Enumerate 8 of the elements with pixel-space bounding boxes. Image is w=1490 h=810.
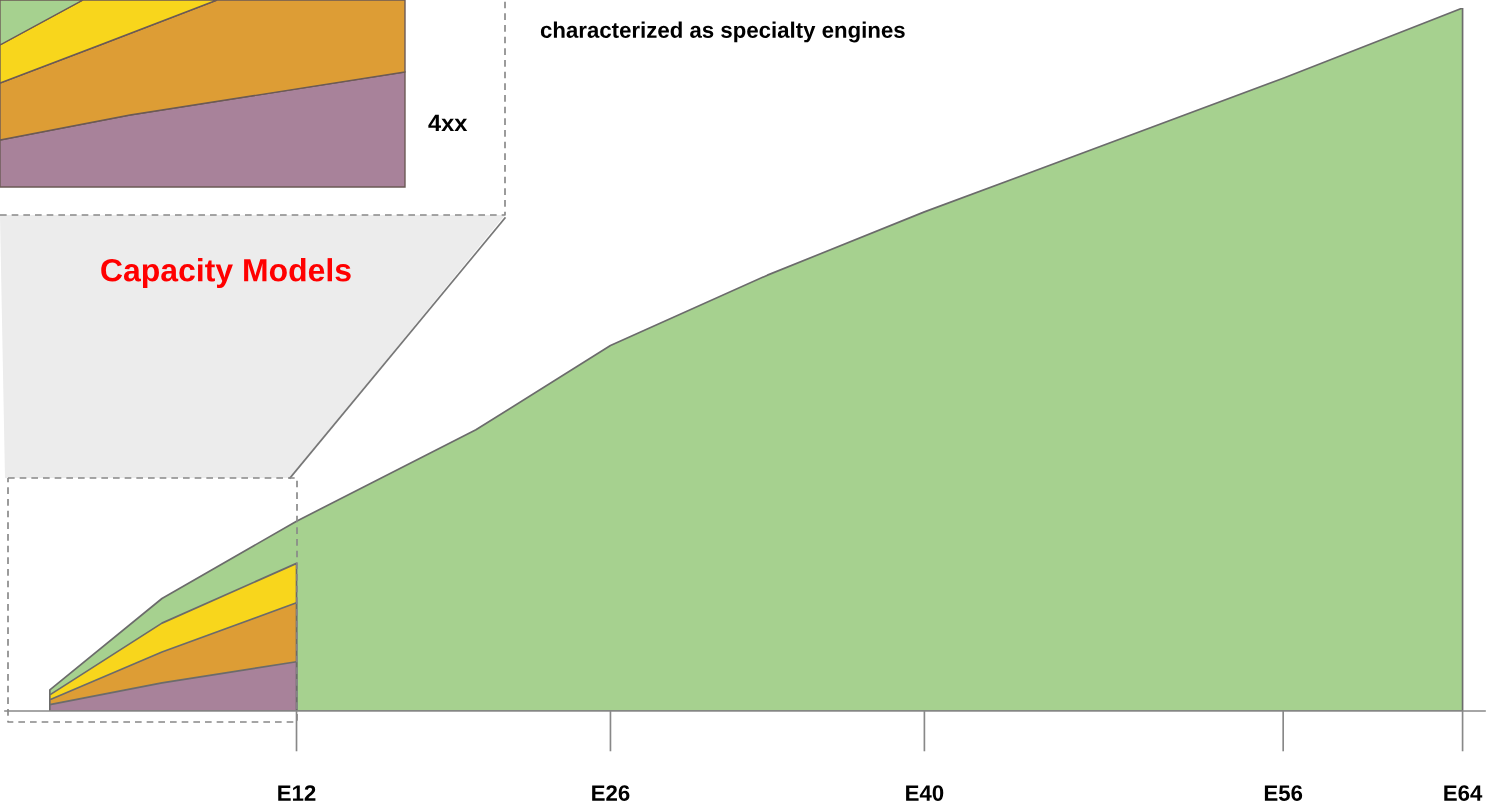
x-tick-label: E56 [1264,785,1303,801]
x-tick-label: E26 [592,785,630,801]
x-tick-label: E12 [278,785,316,801]
x-tick-label: E64 [1444,785,1483,801]
annotation: Capacity Models [101,258,351,288]
annotation: 4xx [428,114,468,132]
annotation: characterized as specialty engines [540,21,905,43]
x-tick-label: E40 [906,785,944,801]
